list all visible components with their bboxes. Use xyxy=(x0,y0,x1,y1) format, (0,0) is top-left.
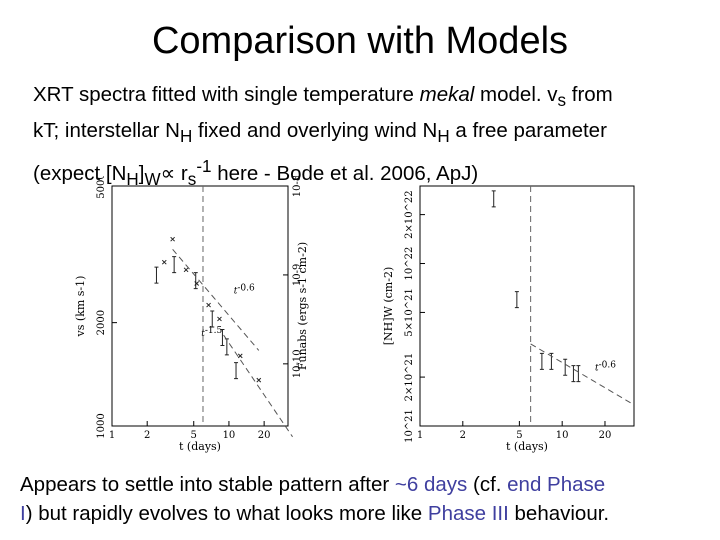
data-point-cross xyxy=(183,267,189,273)
y-left-tick-label: 1000 xyxy=(96,413,107,438)
y-tick-label: 2×10^22 xyxy=(404,190,415,239)
y-left-axis-label: vs (km s-1) xyxy=(74,276,87,338)
data-point-errorbar xyxy=(210,310,215,328)
data-point-errorbar xyxy=(220,329,225,347)
data-point-errorbar xyxy=(154,266,159,284)
highlight-phase-iii: Phase III xyxy=(427,502,509,525)
y-tick-label: 10^21 xyxy=(404,409,415,443)
intro-line-3: (expect [NH]W∝ rs-1 here - Bode et al. 2… xyxy=(33,157,479,190)
intro-text: XRT spectra fitted with single temperatu… xyxy=(33,80,717,195)
highlight-6-days: ~6 days xyxy=(394,473,468,496)
highlight-end-phase: end Phase xyxy=(507,473,606,496)
x-tick-label: 5 xyxy=(191,430,197,441)
x-tick-label: 2 xyxy=(460,430,466,441)
y-right-tick-label: 10-10 xyxy=(292,349,303,378)
x-tick-label: 1 xyxy=(417,430,423,441)
slide-title: Comparison with Models xyxy=(151,20,569,62)
highlight-phase-i: I xyxy=(20,502,26,525)
x-tick-label: 5 xyxy=(516,430,522,441)
data-point-errorbar xyxy=(571,365,576,383)
data-point-errorbar xyxy=(491,190,496,208)
data-point-cross xyxy=(217,316,222,322)
data-point-cross xyxy=(237,353,243,359)
column-density-chart: 1 2 5 10 20 t (days) 10^21 2×10^21 5×10^21 10^22 2… xyxy=(382,185,635,453)
x-axis-label: t (days) xyxy=(179,440,221,453)
y-right-axis-label: Funabs (ergs s-1 cm-2) xyxy=(296,242,309,370)
fit-label: t-0.6 xyxy=(234,284,255,297)
velocity-flux-chart: 1 2 5 10 20 t (days) 1000 2000 5000 vs (km s-1) 10… xyxy=(74,176,309,453)
power-law-fit-line xyxy=(223,334,293,438)
x-tick-label: 10 xyxy=(556,430,569,441)
data-point-errorbar xyxy=(224,338,229,356)
data-point-cross xyxy=(194,281,200,286)
x-tick-label: 2 xyxy=(144,430,150,441)
power-law-fit-line xyxy=(530,343,635,406)
data-point-errorbar xyxy=(514,291,519,309)
fit-label: t-1.5 xyxy=(201,326,222,339)
x-axis-label: t (days) xyxy=(506,440,548,453)
y-left-tick-label: 5000 xyxy=(96,176,107,199)
y-tick-label: 10^22 xyxy=(404,247,415,281)
x-tick-label: 20 xyxy=(258,430,271,441)
data-point-cross xyxy=(206,302,211,308)
y-tick-label: 5×10^21 xyxy=(404,288,415,337)
plot-frame xyxy=(419,185,635,427)
x-tick-label: 10 xyxy=(223,430,236,441)
data-point-errorbar xyxy=(172,256,177,274)
intro-line-1: XRT spectra fitted with single temperatu… xyxy=(33,83,613,111)
x-tick-label: 1 xyxy=(109,430,115,441)
data-point-cross xyxy=(161,259,167,265)
intro-line-2: kT; interstellar NH fixed and overlying … xyxy=(33,119,607,147)
data-point-cross xyxy=(170,236,175,242)
plot-frame xyxy=(111,185,289,427)
data-point-errorbar xyxy=(576,365,581,383)
data-point-errorbar xyxy=(234,362,239,380)
data-point-errorbar xyxy=(193,272,198,290)
data-point-cross xyxy=(256,377,262,383)
fit-label: t-0.6 xyxy=(595,360,616,373)
y-tick-label: 2×10^21 xyxy=(404,353,415,402)
conclusion-text: Appears to settle into stable pattern af… xyxy=(20,473,610,525)
data-point-errorbar xyxy=(539,352,544,370)
power-law-fit-line xyxy=(172,248,260,351)
y-axis-label: [NH]W (cm-2) xyxy=(382,267,395,346)
y-right-tick-label: 10-8 xyxy=(292,176,303,197)
x-tick-label: 20 xyxy=(599,430,612,441)
data-point-errorbar xyxy=(563,358,568,376)
y-left-tick-label: 2000 xyxy=(96,310,107,335)
y-right-tick-label: 10-9 xyxy=(292,264,303,286)
